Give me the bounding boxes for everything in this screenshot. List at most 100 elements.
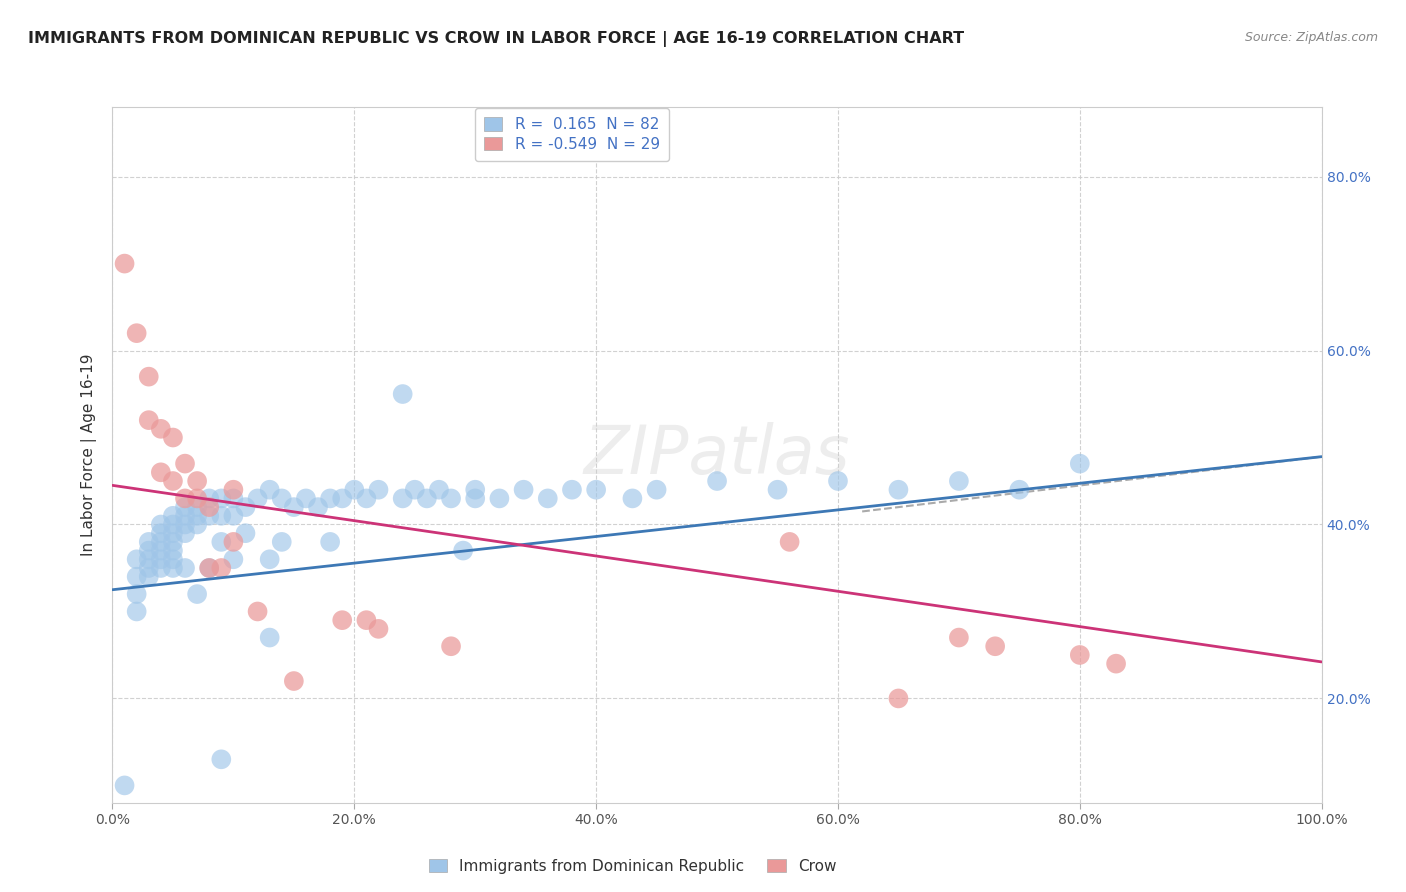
Point [512, 483, 534, 497]
Point [1069, 457, 1091, 471]
Point [138, 413, 160, 427]
Point [283, 674, 305, 689]
Point [209, 508, 232, 523]
Point [138, 543, 160, 558]
Point [416, 491, 439, 506]
Point [174, 526, 197, 541]
Point [887, 483, 910, 497]
Point [138, 534, 160, 549]
Point [984, 639, 1007, 653]
Point [149, 534, 172, 549]
Point [162, 543, 184, 558]
Point [174, 508, 197, 523]
Point [464, 491, 486, 506]
Point [125, 552, 148, 566]
Legend: R =  0.165  N = 82, R = -0.549  N = 29: R = 0.165 N = 82, R = -0.549 N = 29 [475, 108, 669, 161]
Point [246, 605, 269, 619]
Legend: Immigrants from Dominican Republic, Crow: Immigrants from Dominican Republic, Crow [423, 853, 842, 880]
Point [186, 491, 208, 506]
Point [162, 552, 184, 566]
Point [585, 483, 607, 497]
Point [295, 491, 318, 506]
Point [222, 508, 245, 523]
Point [114, 257, 136, 271]
Point [149, 543, 172, 558]
Point [222, 491, 245, 506]
Point [330, 491, 353, 506]
Point [114, 778, 136, 792]
Point [198, 491, 221, 506]
Point [706, 474, 728, 488]
Point [948, 631, 970, 645]
Point [162, 534, 184, 549]
Point [270, 491, 292, 506]
Text: IMMIGRANTS FROM DOMINICAN REPUBLIC VS CROW IN LABOR FORCE | AGE 16-19 CORRELATIO: IMMIGRANTS FROM DOMINICAN REPUBLIC VS CR… [28, 31, 965, 47]
Point [209, 561, 232, 575]
Text: Source: ZipAtlas.com: Source: ZipAtlas.com [1244, 31, 1378, 45]
Point [259, 552, 281, 566]
Point [330, 613, 353, 627]
Point [283, 500, 305, 514]
Point [162, 561, 184, 575]
Point [174, 500, 197, 514]
Point [174, 457, 197, 471]
Point [125, 605, 148, 619]
Point [537, 491, 560, 506]
Point [404, 483, 426, 497]
Point [440, 639, 463, 653]
Point [198, 508, 221, 523]
Point [464, 483, 486, 497]
Point [235, 526, 257, 541]
Point [367, 483, 389, 497]
Point [779, 534, 801, 549]
Point [186, 500, 208, 514]
Point [162, 517, 184, 532]
Point [138, 369, 160, 384]
Point [307, 500, 329, 514]
Point [162, 430, 184, 444]
Point [827, 474, 849, 488]
Point [209, 534, 232, 549]
Point [270, 534, 292, 549]
Point [222, 483, 245, 497]
Point [149, 466, 172, 480]
Point [440, 491, 463, 506]
Point [259, 631, 281, 645]
Point [125, 326, 148, 340]
Point [174, 561, 197, 575]
Y-axis label: In Labor Force | Age 16-19: In Labor Force | Age 16-19 [80, 353, 97, 557]
Point [149, 422, 172, 436]
Point [186, 587, 208, 601]
Point [561, 483, 583, 497]
Point [198, 500, 221, 514]
Point [343, 483, 366, 497]
Point [259, 483, 281, 497]
Point [451, 543, 474, 558]
Point [174, 517, 197, 532]
Point [186, 474, 208, 488]
Point [174, 491, 197, 506]
Point [427, 483, 450, 497]
Point [149, 561, 172, 575]
Point [645, 483, 668, 497]
Point [319, 491, 342, 506]
Point [246, 491, 269, 506]
Point [149, 517, 172, 532]
Point [319, 534, 342, 549]
Point [222, 534, 245, 549]
Point [149, 552, 172, 566]
Point [621, 491, 644, 506]
Point [138, 570, 160, 584]
Text: ZIPatlas: ZIPatlas [583, 422, 851, 488]
Point [367, 622, 389, 636]
Point [488, 491, 510, 506]
Point [391, 387, 413, 401]
Point [162, 508, 184, 523]
Point [186, 517, 208, 532]
Point [235, 500, 257, 514]
Point [948, 474, 970, 488]
Point [149, 526, 172, 541]
Point [766, 483, 789, 497]
Point [209, 491, 232, 506]
Point [186, 508, 208, 523]
